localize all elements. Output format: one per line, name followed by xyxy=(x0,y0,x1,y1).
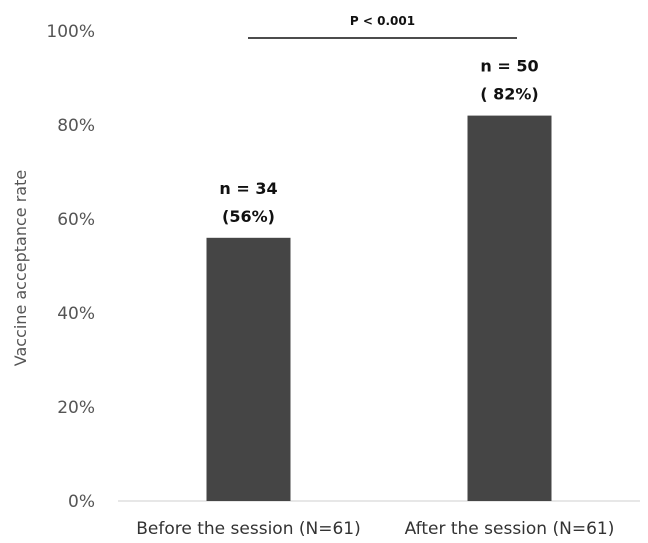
y-tick-label: 80% xyxy=(57,116,95,136)
data-labels: n = 34 (56%) n = 50 ( 82%) xyxy=(219,57,538,226)
bar xyxy=(206,237,291,502)
x-tick-label: After the session (N=61) xyxy=(405,519,615,539)
y-tick-label: 100% xyxy=(46,22,95,42)
y-tick-label: 0% xyxy=(68,492,95,512)
bar-percent-label: (56%) xyxy=(222,207,275,226)
significance-annotation: P < 0.001 xyxy=(248,14,517,39)
y-tick-label: 20% xyxy=(57,398,95,418)
bar xyxy=(467,115,552,501)
y-axis-label: Vaccine acceptance rate xyxy=(11,170,30,366)
bar-percent-label: ( 82%) xyxy=(480,85,539,104)
y-axis-ticks: 0% 20% 40% 60% 80% 100% xyxy=(46,22,95,512)
x-tick-label: Before the session (N=61) xyxy=(136,519,360,539)
bar-count-label: n = 34 xyxy=(219,179,277,198)
y-tick-label: 40% xyxy=(57,304,95,324)
bar-count-label: n = 50 xyxy=(480,57,538,76)
bars xyxy=(206,115,552,502)
x-axis-tick-labels: Before the session (N=61) After the sessi… xyxy=(136,519,614,539)
significance-label: P < 0.001 xyxy=(350,14,415,28)
y-tick-label: 60% xyxy=(57,210,95,230)
